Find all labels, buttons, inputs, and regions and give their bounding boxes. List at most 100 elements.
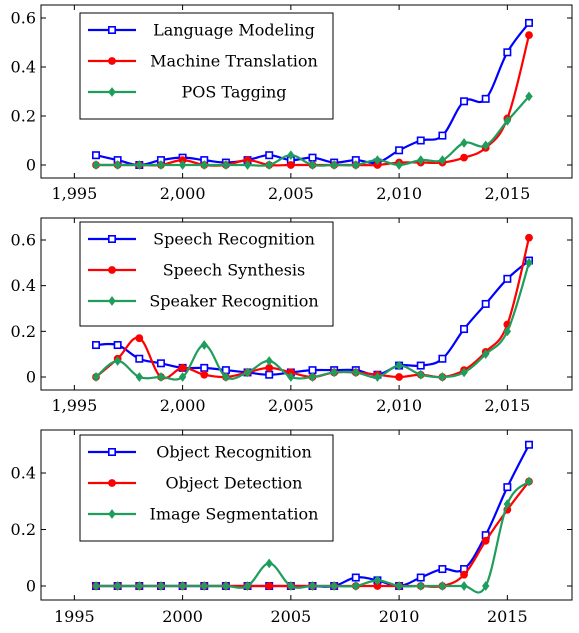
legend-entry: Speech Synthesis: [88, 261, 305, 280]
series-speaker-recognition: [92, 257, 533, 382]
data-point: [395, 146, 404, 155]
legend-label: POS Tagging: [181, 83, 286, 102]
data-point: [460, 97, 469, 106]
data-point: [460, 138, 468, 148]
x-tick-label: 2000: [162, 607, 203, 626]
data-point: [438, 155, 447, 165]
x-tick-label: 1,995: [51, 184, 97, 203]
data-point: [503, 116, 512, 126]
data-point: [135, 581, 144, 591]
y-tick-label: 0.4: [11, 276, 36, 295]
data-point: [287, 150, 295, 161]
chart-panel-3: 0 0.2 0.4 1995 2000 2005 2010 2015 Object Recogn…: [11, 429, 573, 626]
legend-entry: POS Tagging: [88, 83, 287, 102]
y-tick-label: 0: [26, 156, 36, 175]
chart-panel-2: 0 0.2 0.4 0.6 1,995 2,000 2,005 2,010 2,015 Speec…: [11, 217, 573, 415]
y-tick-label: 0: [26, 368, 36, 387]
legend-entry: Object Recognition: [88, 443, 312, 462]
legend-label: Object Detection: [166, 474, 303, 493]
data-point: [287, 581, 295, 591]
legend: Object Recognition Object Detection Image …: [79, 434, 334, 542]
data-point: [178, 372, 187, 382]
data-point: [156, 359, 165, 368]
data-point: [200, 160, 208, 170]
data-point: [438, 131, 447, 140]
data-point: [373, 155, 382, 165]
data-point: [438, 354, 447, 363]
data-point: [373, 372, 382, 382]
data-point: [200, 363, 209, 372]
data-point: [92, 581, 100, 591]
data-point: [460, 570, 468, 579]
legend-marker: [108, 296, 116, 306]
x-tick-label: 2010: [379, 607, 420, 626]
data-point: [287, 372, 295, 382]
x-tick-label: 1995: [54, 607, 95, 626]
data-point: [200, 340, 208, 350]
legend-label: Speech Recognition: [153, 230, 315, 249]
legend-entry: Speaker Recognition: [88, 292, 319, 311]
legend-entry: Image Segmentation: [88, 505, 318, 524]
data-point: [373, 575, 382, 586]
legend: Language Modeling Machine Translation POS …: [79, 12, 334, 120]
data-point: [135, 354, 144, 363]
data-point: [178, 363, 187, 372]
data-point: [503, 483, 512, 492]
y-tick-label: 0.2: [11, 107, 36, 126]
data-point: [351, 573, 360, 582]
data-point: [460, 325, 469, 334]
data-point: [330, 581, 338, 591]
data-point: [395, 360, 403, 371]
data-point: [178, 160, 187, 170]
y-tick-label: 0.6: [11, 231, 36, 250]
data-point: [135, 372, 144, 382]
data-point: [525, 233, 533, 242]
legend-marker: [108, 266, 116, 274]
x-tick-label: 2015: [487, 607, 528, 626]
data-point: [416, 136, 425, 145]
data-point: [524, 440, 533, 449]
data-point: [395, 373, 404, 381]
data-point: [92, 372, 100, 382]
data-point: [157, 581, 165, 591]
legend-label: Machine Translation: [150, 52, 318, 71]
x-tick-label: 2,010: [376, 184, 422, 203]
x-tick-label: 2,005: [268, 184, 314, 203]
data-point: [308, 160, 317, 170]
data-point: [417, 369, 425, 380]
x-tick-label: 2005: [270, 607, 311, 626]
data-point: [92, 151, 101, 160]
data-point: [525, 476, 533, 487]
data-point: [113, 581, 122, 591]
x-tick-label: 2,015: [484, 396, 530, 415]
data-point: [157, 160, 165, 170]
x-tick-label: 2,000: [160, 184, 206, 203]
data-point: [265, 356, 273, 366]
x-tick-label: 1,995: [51, 396, 97, 415]
data-point: [200, 581, 208, 591]
y-tick-label: 0.2: [11, 322, 36, 341]
data-point: [243, 367, 252, 378]
data-point: [395, 581, 403, 591]
data-point: [113, 160, 122, 170]
x-tick-label: 2,010: [376, 396, 422, 415]
data-point: [395, 160, 403, 170]
data-point: [308, 372, 317, 382]
data-point: [265, 582, 274, 590]
data-point: [265, 160, 273, 170]
data-point: [330, 160, 338, 170]
data-point: [481, 140, 490, 151]
legend-entry: Machine Translation: [88, 52, 318, 71]
legend-label: Language Modeling: [153, 21, 315, 40]
x-tick-label: 2,000: [160, 396, 206, 415]
data-point: [243, 160, 252, 170]
y-tick-label: 0.4: [11, 58, 36, 77]
y-tick-label: 0: [26, 577, 36, 596]
legend-label: Image Segmentation: [150, 505, 319, 524]
legend: Speech Recognition Speech Synthesis Speake…: [79, 221, 334, 327]
data-point: [460, 153, 468, 162]
legend-label: Object Recognition: [156, 443, 312, 462]
data-point: [92, 341, 101, 350]
data-point: [265, 558, 273, 569]
